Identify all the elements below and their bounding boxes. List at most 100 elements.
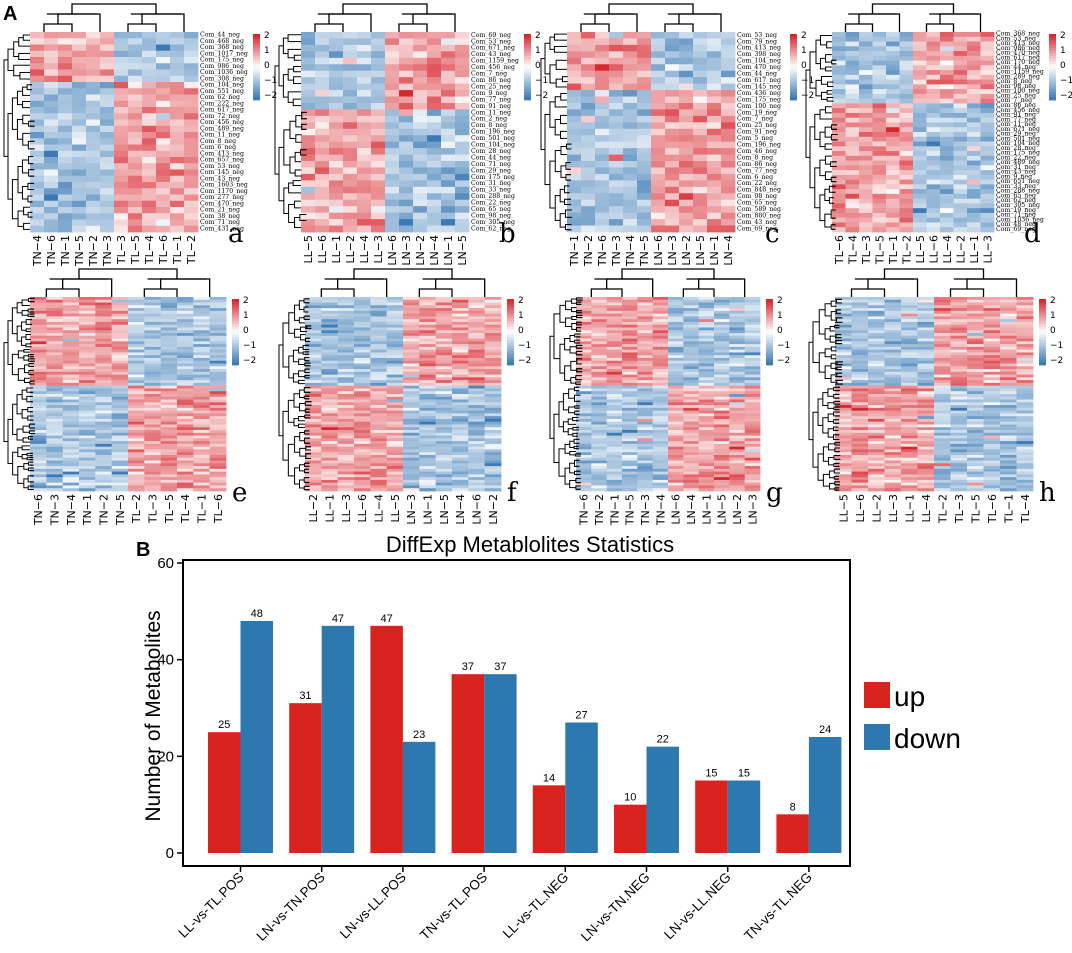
color-scale-tick: −2 xyxy=(518,356,531,366)
row-label: Com_8_neg xyxy=(996,78,1032,85)
row-label: Com_11_neg xyxy=(200,132,240,139)
row-label: Com_305_neg xyxy=(471,219,515,226)
column-label: TL−1 xyxy=(171,235,184,265)
column-label: TN−6 xyxy=(578,494,591,526)
row-label: Com_65_neg xyxy=(737,200,777,207)
row-label: Com_5_neg xyxy=(737,135,773,142)
column-label: LN−6 xyxy=(471,494,484,525)
row-label: Com_19_neg xyxy=(996,207,1036,214)
row-label: Com_25_neg xyxy=(996,92,1036,99)
heatmap-h: LL−5 LL−6 LL−2 LL−3 LL−1 LL−4 TL−2 TL−3 TL−5 TL−6… xyxy=(808,268,1063,524)
row-label: Com_170_neg xyxy=(996,59,1040,66)
bar-up xyxy=(776,814,809,853)
heatmap-cells xyxy=(567,32,736,233)
row-label: Com_29_neg xyxy=(471,167,511,174)
row-label: Com_413_neg xyxy=(200,150,244,157)
row-label: Com_33_neg xyxy=(471,187,511,194)
column-label: LN−3 xyxy=(666,235,679,266)
column-dendrogram xyxy=(43,3,185,32)
row-label: Com_104_neg xyxy=(996,140,1040,147)
bar-value-label: 37 xyxy=(462,661,474,673)
row-label: Com_470_neg xyxy=(200,200,244,207)
row-label: Com_69_neg xyxy=(737,225,777,232)
color-scale-tick: 1 xyxy=(264,46,270,56)
column-label: TL−3 xyxy=(953,494,966,524)
bar-value-label: 15 xyxy=(705,768,717,780)
row-dendrogram xyxy=(808,298,843,491)
bar-value-label: 24 xyxy=(819,724,831,736)
row-label: Com_71_neg xyxy=(996,212,1036,219)
row-label: Com_33_neg xyxy=(996,183,1036,190)
row-label: Com_617_neg xyxy=(200,107,244,114)
row-label: Com_29_neg xyxy=(996,131,1036,138)
color-scale-tick: 0 xyxy=(801,61,807,71)
column-label: TL−3 xyxy=(147,494,160,524)
row-label: Com_289_neg xyxy=(996,73,1040,80)
row-label: Com_1603_neg xyxy=(200,182,248,189)
row-label: Com_31_neg xyxy=(996,164,1036,171)
row-label: Com_62_neg xyxy=(471,225,511,232)
row-labels: Com_53_negCom_79_negCom_413_negCom_398_n… xyxy=(737,32,781,233)
column-label: LN−6 xyxy=(386,235,399,266)
column-label: LL−1 xyxy=(903,494,916,522)
row-label: Com_22_neg xyxy=(996,154,1036,161)
color-scale-tick: −1 xyxy=(243,341,256,351)
heatmap-d: Com_368_negCom_53_negCom_413_negCom_986_… xyxy=(805,3,1072,265)
column-label: LN−1 xyxy=(422,494,435,525)
heatmap-cells xyxy=(30,32,199,233)
column-label: LN−5 xyxy=(438,494,451,525)
column-label: LL−2 xyxy=(307,494,320,522)
column-labels: LL−5 LL−6 LL−1 LL−2 LL−4 LL−3 LN−6 LN−3 LN−2 LN−4… xyxy=(302,235,469,266)
legend-label-up: up xyxy=(894,681,925,712)
row-label: Com_986_neg xyxy=(996,45,1040,52)
bar-value-label: 15 xyxy=(738,768,750,780)
color-scale-tick: 1 xyxy=(777,311,783,321)
color-scale-tick: 1 xyxy=(1060,46,1066,56)
heatmap-cells xyxy=(832,32,995,233)
row-label: Com_489_neg xyxy=(996,159,1040,166)
row-label: Com_551_neg xyxy=(200,88,244,95)
color-scale-legend: 2 1 0 −1 −2 xyxy=(790,31,814,101)
bar-value-label: 10 xyxy=(624,792,636,804)
column-label: TL−3 xyxy=(860,235,873,265)
row-label: Com_77_neg xyxy=(471,96,511,103)
column-label: TN−2 xyxy=(98,494,111,526)
color-scale-tick: 2 xyxy=(518,296,524,306)
column-dendrogram xyxy=(850,268,1018,297)
x-tick-label: LN-vs-TN.NEG xyxy=(578,870,653,945)
row-label: Com_22_neg xyxy=(471,200,511,207)
bar-value-label: 22 xyxy=(657,734,669,746)
row-label: Com_53_neg xyxy=(996,35,1036,42)
bar-value-label: 47 xyxy=(332,613,344,625)
row-label: Com_175_neg xyxy=(737,96,781,103)
row-label: Com_22_neg xyxy=(737,180,777,187)
column-label: TN−5 xyxy=(73,235,86,267)
column-label: TN−5 xyxy=(638,235,651,267)
color-scale-tick: −1 xyxy=(1060,76,1072,86)
color-scale-tick: 2 xyxy=(1050,296,1056,306)
column-dendrogram xyxy=(314,3,456,32)
row-labels: Com_44_negCom_468_negCom_368_negCom_1017… xyxy=(200,32,248,233)
color-scale-tick: −2 xyxy=(777,356,790,366)
bar-down xyxy=(646,746,679,853)
row-label: Com_11_neg xyxy=(996,121,1036,128)
column-label: TN−6 xyxy=(32,494,45,526)
row-dendrogram xyxy=(549,297,583,490)
row-label: Com_617_neg xyxy=(737,77,781,84)
row-label: Com_175_neg xyxy=(200,57,244,64)
heatmap-b: Com_69_negCom_53_negCom_671_negCom_43_ne… xyxy=(274,3,548,266)
color-scale-tick: −1 xyxy=(518,341,531,351)
column-label: TN−5 xyxy=(114,494,127,526)
row-label: Com_9_neg xyxy=(996,173,1032,180)
column-label: LL−4 xyxy=(941,235,954,263)
column-label: LL−1 xyxy=(330,235,343,263)
color-scale-tick: −2 xyxy=(1050,356,1063,366)
column-labels: TN−1 TN−2 TN−6 TN−3 TN−4 TN−5 LN−6 LN−3 LN−2 LN−5… xyxy=(568,235,735,267)
row-label: Com_43_neg xyxy=(996,169,1036,176)
bar-value-label: 48 xyxy=(251,608,263,620)
bar-up xyxy=(695,780,728,853)
bar-down xyxy=(484,674,517,853)
column-label: TN−6 xyxy=(596,235,609,267)
column-label: LN−1 xyxy=(708,235,721,266)
row-label: Com_79_neg xyxy=(737,38,777,45)
